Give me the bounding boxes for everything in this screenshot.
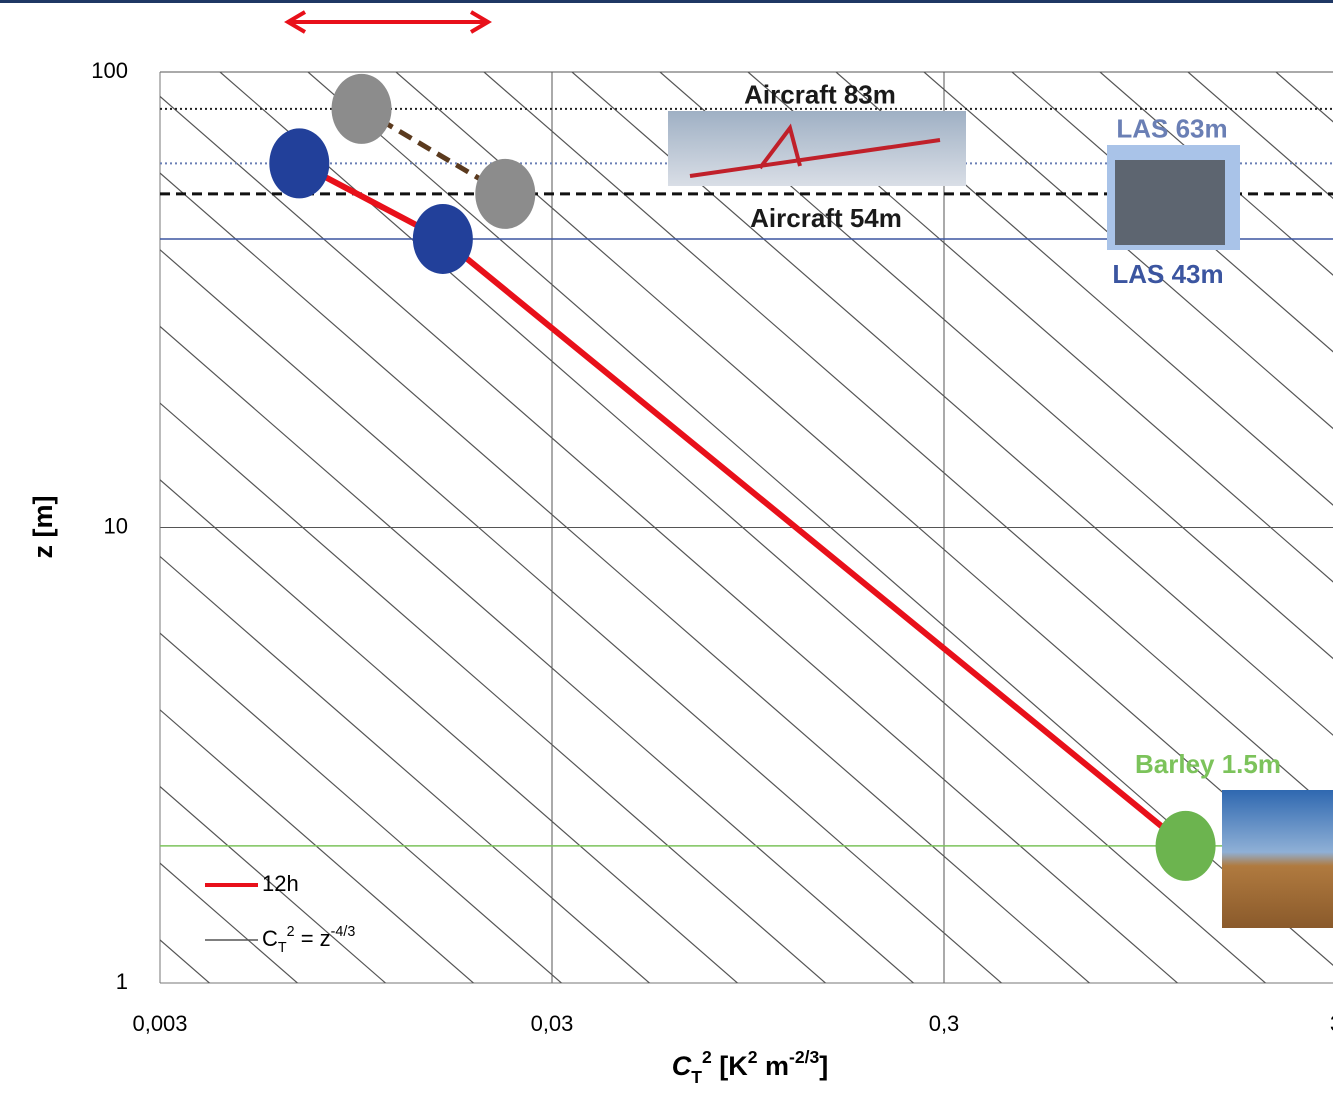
level-label: LAS 63m: [1116, 113, 1227, 143]
reference-line: [160, 785, 387, 983]
reference-line: [483, 72, 1333, 813]
point-marker: [269, 128, 330, 199]
level-label: Aircraft 83m: [744, 80, 896, 110]
y-tick-label: 100: [91, 58, 128, 83]
y-tick-label: 1: [116, 969, 128, 994]
top-border: [0, 0, 1333, 3]
point-marker: [412, 203, 473, 274]
photos: [668, 111, 1333, 928]
label-part: -2/3: [789, 1047, 819, 1067]
label-part: m: [758, 1051, 790, 1081]
reference-line: [160, 709, 475, 983]
reference-line: [160, 555, 651, 983]
aircraft-shape: [689, 123, 941, 178]
reference-line: [571, 72, 1333, 736]
label-part: = z: [295, 926, 331, 951]
reference-line: [835, 72, 1333, 506]
label-part: C: [262, 926, 278, 951]
x-tick-label: 0,3: [929, 1011, 960, 1036]
reference-line: [219, 72, 1267, 983]
x-tick-label: 0,03: [531, 1011, 574, 1036]
reference-line: [1099, 72, 1333, 276]
reference-line: [160, 632, 563, 983]
range-arrow: [284, 10, 492, 34]
label-part: 2: [702, 1047, 712, 1067]
connector-marker: [331, 73, 392, 144]
x-tick-label: 0,003: [132, 1011, 187, 1036]
reference-line: [659, 72, 1333, 660]
label-part: ]: [819, 1051, 828, 1081]
label-part: 2: [748, 1047, 758, 1067]
barley-photo: [1222, 790, 1333, 928]
reference-line: [160, 862, 299, 983]
label-part: [K: [712, 1051, 748, 1081]
reference-line: [747, 72, 1333, 583]
reference-lines: [0, 72, 1333, 1031]
x-tick-label: 3: [1330, 1011, 1333, 1036]
reference-line: [160, 95, 1179, 983]
reference-line: [160, 172, 1091, 983]
label-part: 2: [287, 924, 295, 940]
legend: 12h CT2 = z-4/3: [205, 871, 355, 956]
reference-line: [160, 325, 915, 983]
reference-line: [160, 479, 739, 983]
y-tick-label: 10: [104, 513, 128, 538]
legend-label: CT2 = z-4/3: [262, 924, 355, 956]
level-label: Barley 1.5m: [1135, 749, 1281, 779]
las-structure: [1115, 160, 1225, 245]
connector-marker: [475, 158, 536, 229]
label-part: -4/3: [331, 924, 356, 940]
point-marker: [1155, 810, 1216, 881]
reference-line: [160, 402, 827, 983]
label-part: C: [672, 1051, 692, 1081]
label-part: T: [691, 1067, 702, 1087]
series: [269, 73, 1216, 881]
reference-line: [160, 248, 1003, 983]
legend-label: 12h: [262, 871, 299, 896]
y-axis-label: z [m]: [28, 496, 58, 559]
grid: [159, 71, 1333, 984]
level-label: Aircraft 54m: [750, 203, 902, 233]
label-part: T: [278, 940, 287, 956]
level-label: LAS 43m: [1112, 259, 1223, 289]
reference-line: [0, 72, 176, 1031]
x-axis-label: CT2 [K2 m-2/3]: [672, 1047, 828, 1087]
